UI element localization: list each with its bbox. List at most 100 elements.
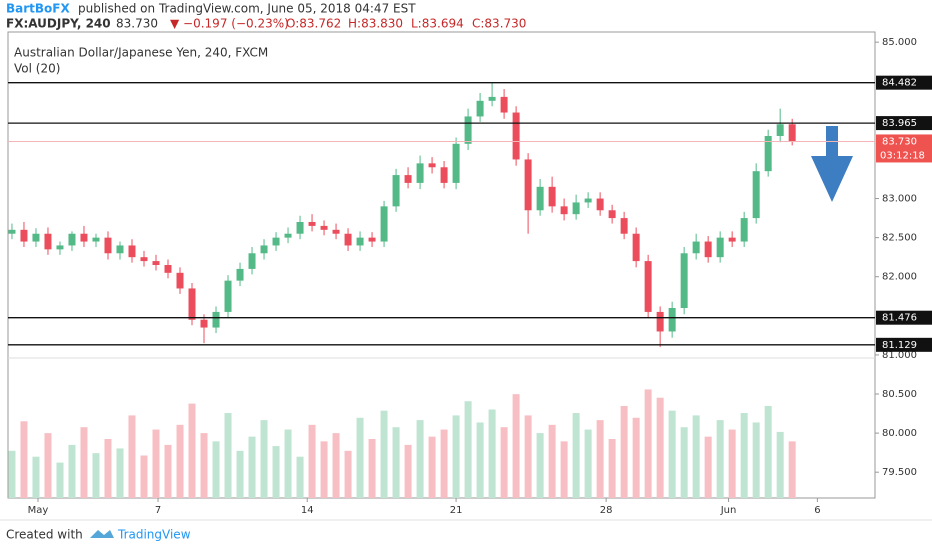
candle-body [524,159,532,211]
volume-bar [644,389,652,498]
volume-bar [20,421,28,498]
candle-body [356,237,364,246]
volume-bar [692,415,700,498]
candle-body [128,245,136,258]
volume-bar [392,427,400,498]
candle-body [548,186,556,207]
candle-body [80,233,88,242]
candle-body [308,221,316,226]
footer-brand[interactable]: TradingView [117,528,191,542]
x-tick-label: 28 [600,505,613,516]
volume-bar [272,446,280,498]
volume-bar [740,413,748,498]
volume-bar [380,410,388,498]
candle-body [788,124,796,142]
volume-bar [368,439,376,498]
candle-body [164,265,172,273]
countdown: 03:12:18 [880,150,925,161]
candle-body [416,163,424,183]
candle-body [20,229,28,242]
chart-title: Australian Dollar/Japanese Yen, 240, FXC… [14,46,268,60]
candle-body [440,167,448,183]
symbol: FX:AUDJPY, 240 [6,17,111,31]
volume-bar [116,448,124,498]
candle-body [644,261,652,312]
candle-body [224,280,232,312]
candle-body [704,241,712,258]
level-label-box [876,75,932,90]
volume-bar [296,456,304,498]
candle-body [344,233,352,246]
volume-bar [788,441,796,498]
volume-bar [56,462,64,498]
volume-bar [668,410,676,498]
volume-bar [104,439,112,498]
ohlc: O:83.762 [286,17,341,31]
volume-bar [584,429,592,498]
volume-bar [476,422,484,498]
volume-bar [200,433,208,498]
volume-bar [512,394,520,498]
x-tick-label: 21 [450,505,463,516]
candle-body [248,253,256,269]
candle-body [452,143,460,183]
candle-body [392,175,400,207]
chart-subtitle: Vol (20) [14,62,60,76]
candle-body [728,237,736,242]
y-tick-label: 80.500 [882,389,917,400]
volume-bar [440,429,448,498]
candle-body [500,96,508,113]
candle-body [260,245,268,254]
ohlc: C:83.730 [472,17,526,31]
last-price-label: 83.730 [882,136,917,147]
last-price-box [876,134,932,163]
last: 83.730 [116,17,158,31]
candle-body [656,311,664,332]
candle-body [512,112,520,160]
level-label: 84.482 [882,78,917,89]
ohlc: L:83.694 [411,17,464,31]
x-tick-label: 7 [155,505,161,516]
candle-body [212,311,220,328]
volume-bar [656,397,664,498]
y-tick-label: 85.000 [882,37,917,48]
candle-body [188,288,196,320]
x-tick-label: Jun [720,505,737,516]
candle-body [8,229,16,234]
footer-created: Created with [6,528,83,542]
y-tick-label: 82.500 [882,233,917,244]
candle-body [620,218,628,234]
candle-body [368,237,376,242]
candle-body [272,237,280,246]
volume-bar [152,429,160,498]
volume-bar [212,441,220,498]
volume-bar [764,405,772,498]
candle-body [332,229,340,234]
candle-body [536,186,544,211]
y-tick-label: 80.000 [882,428,917,439]
volume-bar [560,441,568,498]
volume-bar [728,429,736,498]
candle-body [428,163,436,168]
change: ▼ −0.197 (−0.23%) [170,17,289,31]
candle-body [608,210,616,219]
volume-bar [596,420,604,498]
y-tick-label: 79.500 [882,467,917,478]
level-label: 81.129 [882,340,917,351]
candle-body [740,218,748,242]
volume-bar [548,424,556,498]
candle-body [32,233,40,242]
candle-body [68,233,76,246]
author[interactable]: BartBoFX [6,2,70,16]
candle-body [140,257,148,262]
published: published on TradingView.com, June 05, 2… [78,2,416,16]
volume-bar [68,444,76,498]
volume-bar [428,436,436,498]
candle-body [92,237,100,242]
y-tick-label: 81.000 [882,350,917,361]
volume-bar [92,453,100,498]
candle-body [152,261,160,265]
candle-body [320,225,328,230]
volume-bar [224,413,232,498]
candle-body [776,124,784,136]
